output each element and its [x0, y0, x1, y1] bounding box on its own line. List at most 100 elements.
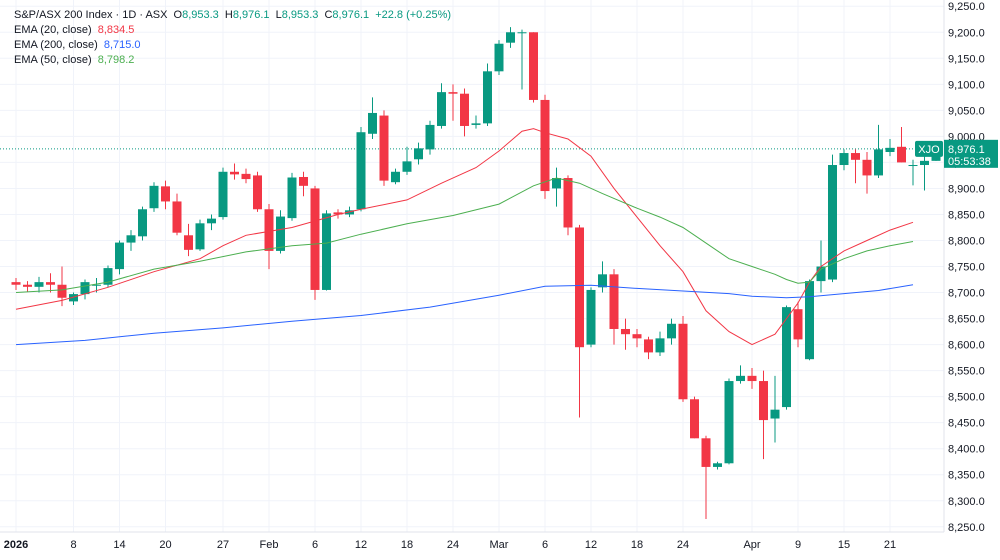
ema200-value: 8,715.0	[103, 39, 141, 51]
candle	[793, 301, 803, 348]
candle	[322, 210, 331, 291]
candle-body	[471, 123, 481, 125]
candle-body	[782, 307, 791, 408]
candle-body	[437, 92, 446, 126]
candle-body	[241, 173, 251, 180]
candle-body	[310, 188, 320, 290]
candle-body	[368, 112, 377, 134]
candle-body	[920, 160, 929, 166]
candle-body	[356, 132, 366, 210]
y-tick-label: 8,900.0	[948, 183, 985, 195]
candle	[115, 240, 124, 275]
candle-body	[276, 216, 285, 251]
candle	[839, 149, 849, 171]
ema200-label: EMA (200, close)	[14, 39, 98, 51]
y-tick-label: 8,750.0	[948, 262, 985, 274]
symbol-tag-bg	[915, 140, 943, 157]
ema200-legend-row[interactable]: EMA (200, close) 8,715.0	[14, 38, 454, 53]
price-tag-value: 8,976.1	[948, 144, 985, 156]
candle	[805, 279, 814, 361]
ema20-value: 8,834.5	[97, 24, 135, 36]
x-tick-label: 18	[631, 539, 643, 551]
candle-body	[333, 212, 343, 215]
x-tick-label: 6	[542, 539, 548, 551]
candle	[874, 124, 883, 179]
x-tick-label: 6	[312, 539, 318, 551]
candle-body	[713, 463, 722, 467]
candle	[69, 292, 78, 306]
candle	[471, 115, 481, 129]
candle-body	[69, 294, 78, 302]
high-value: 8,976.1	[232, 9, 270, 21]
x-tick-label: 8	[70, 539, 76, 551]
candle-body	[103, 268, 113, 285]
candle-body	[379, 115, 389, 181]
ema20-legend-row[interactable]: EMA (20, close) 8,834.5	[14, 23, 454, 38]
x-tick-label: 24	[677, 539, 689, 551]
candle-body	[149, 185, 159, 209]
candle-body	[126, 235, 136, 243]
ohlc-legend-row[interactable]: S&P/ASX 200 Index · 1D · ASX O8,953.3 H8…	[14, 8, 454, 23]
candle-body	[34, 282, 44, 287]
candle	[356, 127, 366, 212]
x-tick-label: Mar	[490, 539, 509, 551]
candle-body	[287, 177, 297, 219]
candle-body	[540, 99, 550, 192]
y-tick-label: 8,300.0	[948, 496, 985, 508]
candle	[759, 370, 768, 460]
candle	[230, 163, 239, 180]
candle	[184, 223, 193, 257]
candle	[724, 378, 734, 465]
y-tick-label: 8,550.0	[948, 366, 985, 378]
candle-body	[11, 282, 21, 285]
ema50-legend-row[interactable]: EMA (50, close) 8,798.2	[14, 53, 454, 68]
price-axis[interactable]: 9,250.09,200.09,150.09,100.09,050.09,000…	[948, 1, 985, 534]
candle-body	[759, 381, 768, 421]
candle-body	[701, 438, 711, 467]
candle	[161, 180, 170, 210]
candle-body	[494, 43, 504, 72]
candle	[575, 224, 584, 418]
high-label: H	[224, 9, 233, 21]
candle-body	[414, 148, 423, 160]
y-tick-label: 9,150.0	[948, 53, 985, 65]
candle	[563, 175, 573, 236]
candle-body	[839, 153, 849, 166]
last-price-tag: XJO 8,976.1 05:53:38	[915, 139, 998, 168]
candle	[126, 230, 136, 251]
candle	[11, 277, 21, 290]
y-tick-label: 8,250.0	[948, 522, 985, 534]
candle	[333, 209, 343, 219]
candle	[506, 27, 515, 48]
candle	[195, 219, 205, 251]
candle	[908, 159, 918, 186]
candle	[138, 206, 147, 241]
candle-body	[724, 381, 734, 464]
candle-body	[563, 178, 573, 228]
close-value: 8,976.1	[332, 9, 370, 21]
candle-body	[115, 242, 124, 270]
candle	[57, 266, 67, 307]
x-tick-label: 14	[113, 539, 125, 551]
candle	[402, 146, 412, 175]
candle-body	[264, 209, 274, 251]
candle	[483, 63, 492, 126]
candle-body	[46, 282, 55, 285]
price-tag-bg	[944, 139, 998, 168]
ema20-label: EMA (20, close)	[14, 24, 92, 36]
candle	[770, 375, 780, 443]
candle	[253, 171, 262, 212]
chart-legend: S&P/ASX 200 Index · 1D · ASX O8,953.3 H8…	[14, 8, 454, 68]
change-value: +22.8 (+0.25%)	[375, 9, 452, 21]
candle-body	[851, 153, 860, 160]
candle	[494, 40, 504, 75]
candle-body	[483, 71, 492, 124]
y-tick-label: 9,200.0	[948, 27, 985, 39]
candle	[23, 281, 32, 292]
candle-body	[770, 409, 780, 419]
candle	[690, 396, 699, 439]
ema50-label: EMA (50, close)	[14, 54, 92, 66]
candle	[655, 331, 665, 357]
time-axis[interactable]: 2026 8 14 20 27 Feb 6 12 18 24 Mar 6 12 18 24 Apr 9 15 21	[4, 539, 896, 551]
